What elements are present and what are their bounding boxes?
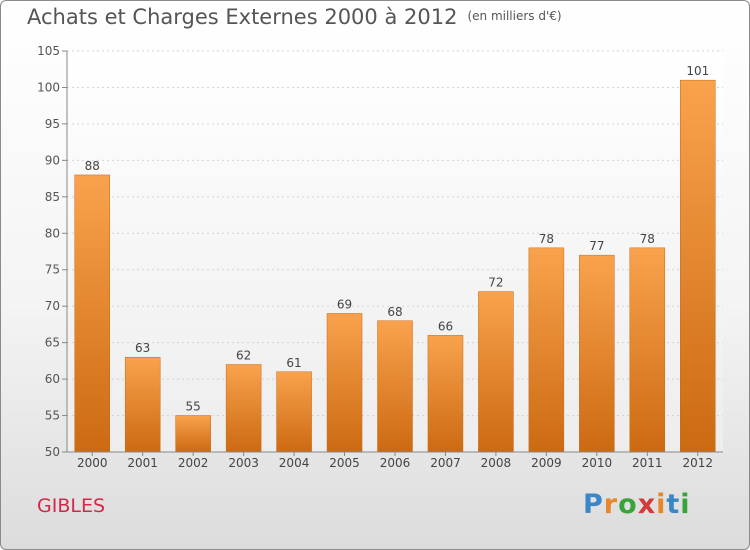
bar-value-label: 69: [337, 297, 352, 311]
bar-value-label: 78: [640, 232, 655, 246]
proxiti-logo[interactable]: Proxiti: [583, 489, 691, 520]
x-tick-label: 2012: [682, 456, 713, 470]
bar: [225, 364, 262, 453]
bar: [629, 247, 666, 453]
bar-value-label: 55: [186, 400, 201, 414]
bar-value-label: 68: [387, 305, 402, 319]
bar: [528, 247, 565, 453]
logo-letter: o: [618, 489, 638, 520]
bar-value-label: 101: [686, 64, 709, 78]
bar-value-label: 61: [286, 356, 301, 370]
bar: [276, 371, 312, 453]
bar: [579, 254, 615, 453]
y-tick-label: 90: [45, 153, 60, 167]
bar-value-label: 78: [539, 232, 554, 246]
x-tick-label: 2009: [531, 456, 562, 470]
bar-value-label: 77: [589, 239, 604, 253]
y-tick-label: 105: [37, 44, 60, 58]
x-tick-label: 2010: [582, 456, 613, 470]
bar-value-label: 62: [236, 349, 251, 363]
axes: 50 55 60 65 70 75 80 85 90 95 100 105 2000 2001 2002 20…: [37, 44, 723, 470]
x-tick-label: 2008: [481, 456, 512, 470]
x-tick-label: 2007: [430, 456, 461, 470]
bars: 88 63 55 62 61 69 68 66 72 78 77 78 101: [74, 64, 716, 453]
chart-title: Achats et Charges Externes 2000 à 2012 (e…: [27, 5, 562, 29]
x-tick-label: 2005: [329, 456, 360, 470]
x-tick-label: 2000: [77, 456, 108, 470]
y-tick-label: 50: [45, 445, 60, 459]
x-tick-label: 2001: [127, 456, 158, 470]
y-tick-label: 95: [45, 117, 60, 131]
bar: [124, 356, 161, 453]
y-tick-label: 80: [45, 226, 60, 240]
x-tick-label: 2006: [380, 456, 411, 470]
x-tick-label: 2003: [228, 456, 259, 470]
logo-letter: P: [583, 489, 604, 520]
y-tick-label: 55: [45, 409, 60, 423]
city-name: GIBLES: [37, 495, 106, 517]
x-tick-label: 2002: [178, 456, 209, 470]
bar: [680, 79, 716, 453]
bar: [427, 335, 464, 453]
x-tick-label: 2011: [632, 456, 663, 470]
y-tick-label: 65: [45, 336, 60, 350]
bar: [478, 291, 514, 453]
logo-letter: x: [637, 489, 657, 520]
bar-value-label: 88: [85, 159, 100, 173]
logo-letter: r: [603, 489, 619, 520]
bar: [175, 415, 211, 453]
y-tick-label: 100: [37, 80, 60, 94]
logo-letter: i: [656, 489, 667, 520]
logo-letter: i: [680, 489, 691, 520]
y-tick-label: 85: [45, 190, 60, 204]
bar-value-label: 66: [438, 319, 453, 333]
chart-title-text: Achats et Charges Externes 2000 à 2012: [27, 5, 458, 29]
y-tick-label: 70: [45, 299, 60, 313]
logo-letter: t: [666, 489, 681, 520]
bar: [326, 313, 363, 453]
y-tick-label: 60: [45, 372, 60, 386]
y-tick-label: 75: [45, 263, 60, 277]
unit-note: (en milliers d'€): [467, 9, 562, 23]
bar: [377, 320, 413, 453]
x-tick-label: 2004: [279, 456, 310, 470]
bar-value-label: 63: [135, 341, 150, 355]
bar: [74, 174, 110, 453]
bar-value-label: 72: [488, 276, 503, 290]
